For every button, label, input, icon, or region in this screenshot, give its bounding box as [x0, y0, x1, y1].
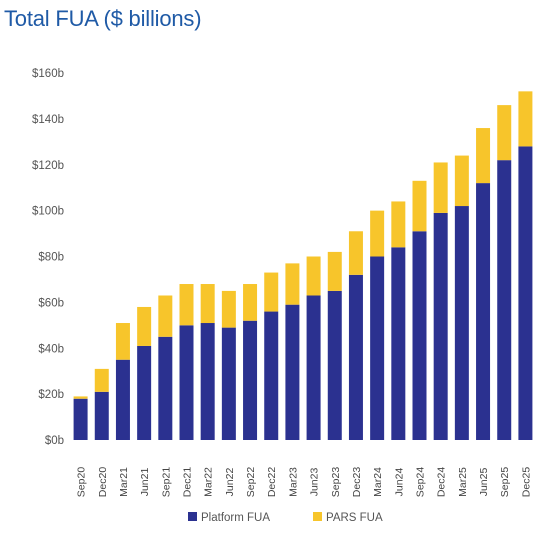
x-tick-label: Dec24: [436, 467, 448, 498]
bar-pars-fua: [476, 128, 491, 184]
y-tick-label: $100b: [32, 206, 64, 218]
x-tick-label: Mar21: [118, 467, 130, 497]
legend-label-pars-fua: PARS FUA: [326, 512, 383, 524]
bar-pars-fua: [454, 155, 469, 207]
x-tick-label: Jun21: [139, 468, 151, 497]
bar-pars-fua: [306, 256, 321, 296]
x-axis: Sep20 Dec20 Mar21 Jun21 Sep21 Dec21 Mar22 Jun22…: [76, 467, 533, 498]
y-axis: $0b $20b $40b $60b $80b $100b $120b $140b $160b: [32, 68, 64, 447]
bar-pars-fua: [264, 272, 279, 312]
chart-title: Total FUA ($ billions): [4, 6, 202, 31]
x-tick-label: Sep20: [76, 467, 88, 498]
x-tick-label: Dec21: [182, 467, 194, 498]
x-tick-label: Mar22: [203, 467, 215, 497]
x-tick-label: Dec25: [520, 467, 532, 498]
bar-pars-fua: [327, 251, 342, 291]
bar-pars-fua: [179, 284, 194, 326]
x-tick-label: Jun24: [393, 468, 405, 497]
x-tick-label: Sep22: [245, 467, 257, 498]
bar-platform-fua: [221, 327, 236, 440]
x-tick-label: Mar25: [457, 467, 469, 497]
y-tick-label: $120b: [32, 160, 64, 172]
bar-pars-fua: [221, 290, 236, 328]
bar-platform-fua: [158, 336, 173, 440]
bar-pars-fua: [243, 284, 258, 321]
bar-platform-fua: [306, 295, 321, 440]
bar-pars-fua: [391, 201, 406, 248]
y-tick-label: $20b: [38, 389, 64, 401]
bar-platform-fua: [73, 398, 88, 440]
bar-platform-fua: [454, 206, 469, 440]
x-tick-label: Jun22: [224, 468, 236, 497]
bar-platform-fua: [285, 304, 300, 440]
bar-pars-fua: [518, 91, 533, 147]
bar-pars-fua: [94, 368, 109, 392]
x-tick-label: Mar24: [372, 467, 384, 497]
legend: Platform FUA PARS FUA: [188, 512, 383, 524]
bars: [73, 91, 533, 440]
x-tick-label: Dec22: [266, 467, 278, 498]
bar-platform-fua: [327, 290, 342, 440]
x-tick-label: Sep23: [330, 467, 342, 498]
bar-pars-fua: [433, 162, 448, 213]
bar-platform-fua: [391, 247, 406, 440]
bar-platform-fua: [348, 274, 363, 440]
legend-swatch-pars-fua: [313, 512, 322, 521]
x-tick-label: Mar23: [287, 467, 299, 497]
x-tick-label: Dec23: [351, 467, 363, 498]
bar-platform-fua: [94, 391, 109, 440]
bar-pars-fua: [412, 180, 427, 232]
bar-platform-fua: [137, 345, 152, 440]
bar-pars-fua: [73, 396, 88, 399]
bar-platform-fua: [433, 212, 448, 440]
bar-platform-fua: [243, 320, 258, 440]
bar-pars-fua: [285, 263, 300, 305]
bar-pars-fua: [497, 105, 512, 161]
y-tick-label: $40b: [38, 343, 64, 355]
y-tick-label: $80b: [38, 252, 64, 264]
bar-platform-fua: [115, 359, 130, 440]
x-tick-label: Dec20: [97, 467, 109, 498]
bar-pars-fua: [348, 231, 363, 275]
bar-pars-fua: [137, 306, 152, 346]
bar-platform-fua: [518, 146, 533, 440]
bar-platform-fua: [264, 311, 279, 440]
bar-platform-fua: [497, 160, 512, 440]
bar-pars-fua: [200, 284, 215, 324]
x-tick-label: Sep24: [415, 467, 427, 498]
x-tick-label: Sep25: [499, 467, 511, 498]
y-tick-label: $60b: [38, 297, 64, 309]
legend-label-platform-fua: Platform FUA: [201, 512, 270, 524]
y-tick-label: $0b: [45, 435, 64, 447]
bar-platform-fua: [370, 256, 385, 440]
bar-pars-fua: [158, 295, 173, 337]
bar-platform-fua: [412, 231, 427, 440]
x-tick-label: Jun25: [478, 468, 490, 497]
legend-swatch-platform-fua: [188, 512, 197, 521]
bar-platform-fua: [476, 183, 491, 440]
y-tick-label: $160b: [32, 68, 64, 80]
bar-pars-fua: [370, 210, 385, 257]
x-tick-label: Jun23: [309, 468, 321, 497]
y-tick-label: $140b: [32, 114, 64, 126]
bar-platform-fua: [179, 325, 194, 440]
x-tick-label: Sep21: [160, 467, 172, 498]
bar-platform-fua: [200, 323, 215, 440]
bar-pars-fua: [115, 323, 130, 360]
